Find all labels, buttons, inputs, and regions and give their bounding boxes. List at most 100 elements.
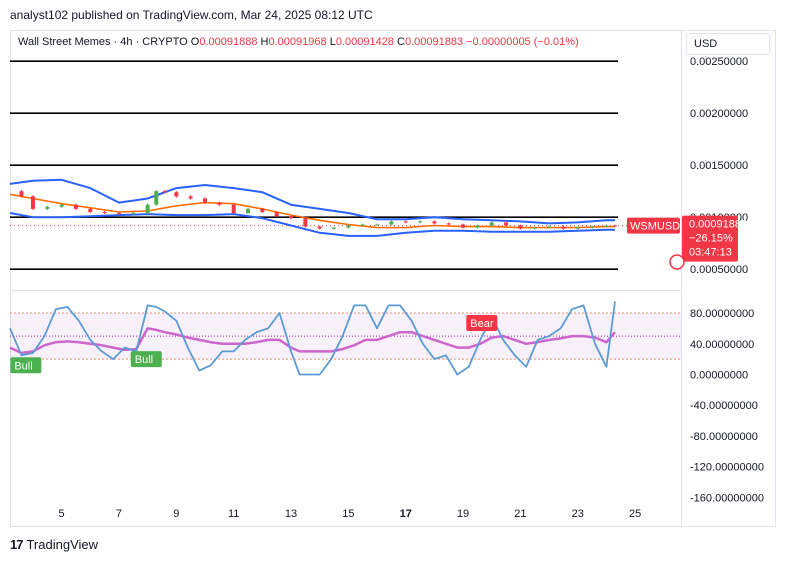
signal-label: Bull: [14, 360, 32, 372]
candle-body: [346, 225, 351, 228]
price-axis-separator: [681, 30, 682, 527]
open-value: 0.00091888: [199, 36, 258, 48]
bear-signal-badge: [466, 315, 498, 332]
candle-body: [590, 226, 595, 228]
candle-body: [246, 208, 251, 214]
candle-body: [532, 227, 537, 229]
price-axis-tick: 0.00150000: [690, 160, 748, 172]
time-axis-tick: 25: [629, 508, 641, 520]
stoch-axis-tick: -80.00000000: [690, 431, 758, 443]
stoch-d-line: [9, 327, 616, 355]
candle-body: [613, 225, 618, 227]
pane-separator: [10, 290, 681, 291]
low-label: L: [329, 36, 336, 48]
candle-body: [504, 222, 509, 226]
time-axis-tick: 19: [457, 508, 469, 520]
low-value: 0.00091428: [335, 36, 394, 48]
candle-body: [19, 191, 24, 197]
candle-body: [145, 204, 150, 214]
candle-body: [317, 226, 322, 229]
candle-body: [489, 222, 494, 226]
candle-body: [389, 221, 394, 225]
bull-signal-badge: [10, 357, 42, 374]
ohlc-legend: Wall Street Memes · 4h · CRYPTO O0.00091…: [18, 36, 579, 48]
ticker-tag-label: WSMUSD: [630, 221, 680, 233]
candle-body: [461, 224, 466, 228]
ticker-tag: [627, 217, 680, 234]
price-tag-change: −26.15%: [689, 233, 733, 245]
globe-icon: [669, 254, 685, 270]
stoch-k-line: [9, 301, 616, 376]
stoch-axis-tick: 40.00000000: [690, 339, 754, 351]
time-axis-tick: 23: [572, 508, 584, 520]
time-axis-tick: 17: [400, 508, 412, 520]
candle-body: [174, 192, 179, 197]
candle-body: [274, 212, 279, 217]
candle-body: [289, 216, 294, 219]
candle-body: [45, 206, 50, 209]
signal-label: Bear: [470, 318, 494, 330]
brand-name: TradingView: [26, 537, 99, 552]
stoch-axis-tick: -160.00000000: [690, 492, 764, 504]
candle-body: [446, 223, 451, 225]
candle-body: [360, 224, 365, 226]
tradingview-logo-icon: 17: [10, 537, 24, 552]
currency-selector[interactable]: USD: [686, 33, 770, 55]
candle-body: [116, 213, 121, 215]
signal-label: Bull: [135, 354, 153, 366]
candle-body: [30, 196, 35, 209]
price-axis-tick: 0.00200000: [690, 108, 748, 120]
high-value: 0.00091968: [268, 36, 327, 48]
time-axis-tick: 11: [228, 508, 239, 520]
price-axis-tick: 0.00050000: [690, 264, 748, 276]
stoch-axis-tick: -40.00000000: [690, 400, 758, 412]
price-tag: [682, 215, 738, 262]
stoch-axis-tick: 80.00000000: [690, 308, 754, 320]
price-tag-countdown: 03:47:13: [689, 247, 732, 259]
brand: 17 TradingView: [10, 537, 98, 552]
open-label: O: [190, 36, 200, 48]
lower-band-line: [9, 212, 615, 237]
time-axis-tick: 5: [59, 508, 65, 520]
high-label: H: [260, 36, 269, 48]
time-axis-tick: 7: [116, 508, 122, 520]
time-axis-tick: 13: [285, 508, 297, 520]
candle-body: [561, 226, 566, 229]
upper-band-line: [9, 178, 615, 225]
price-tag-value: 0.00091883: [689, 219, 747, 231]
candle-body: [202, 198, 207, 203]
stoch-axis-tick: 0.00000000: [690, 369, 748, 381]
candle-body: [547, 226, 552, 228]
publish-caption: analyst102 published on TradingView.com,…: [10, 8, 373, 22]
candle-body: [403, 221, 408, 223]
time-axis-tick: 21: [514, 508, 526, 520]
candle-body: [154, 191, 159, 205]
candle-body: [73, 204, 78, 209]
candle-body: [188, 196, 193, 199]
candle-body: [604, 225, 609, 227]
candle-body: [162, 191, 167, 193]
price-axis-tick: 0.00250000: [690, 56, 748, 68]
candle-body: [59, 204, 64, 207]
candle-body: [332, 227, 337, 229]
close-value: 0.00091883: [404, 36, 464, 48]
candle-body: [260, 208, 265, 212]
candle-body: [217, 202, 222, 205]
stoch-axis-tick: -120.00000000: [690, 462, 764, 474]
time-axis-tick: 9: [173, 508, 179, 520]
symbol-label[interactable]: Wall Street Memes · 4h · CRYPTO: [18, 36, 188, 48]
candle-body: [303, 218, 308, 227]
candle-body: [88, 208, 93, 212]
candle-body: [432, 221, 437, 224]
candle-body: [418, 221, 423, 223]
close-label: C: [397, 36, 405, 48]
candle-body: [231, 204, 236, 214]
basis-line: [9, 193, 615, 229]
candle-body: [575, 227, 580, 229]
candle-body: [518, 225, 523, 229]
candle-body: [131, 213, 136, 215]
chart-frame: [10, 30, 776, 527]
time-axis-tick: 15: [342, 508, 354, 520]
change-value: −0.00000005 (−0.01%): [466, 36, 579, 48]
